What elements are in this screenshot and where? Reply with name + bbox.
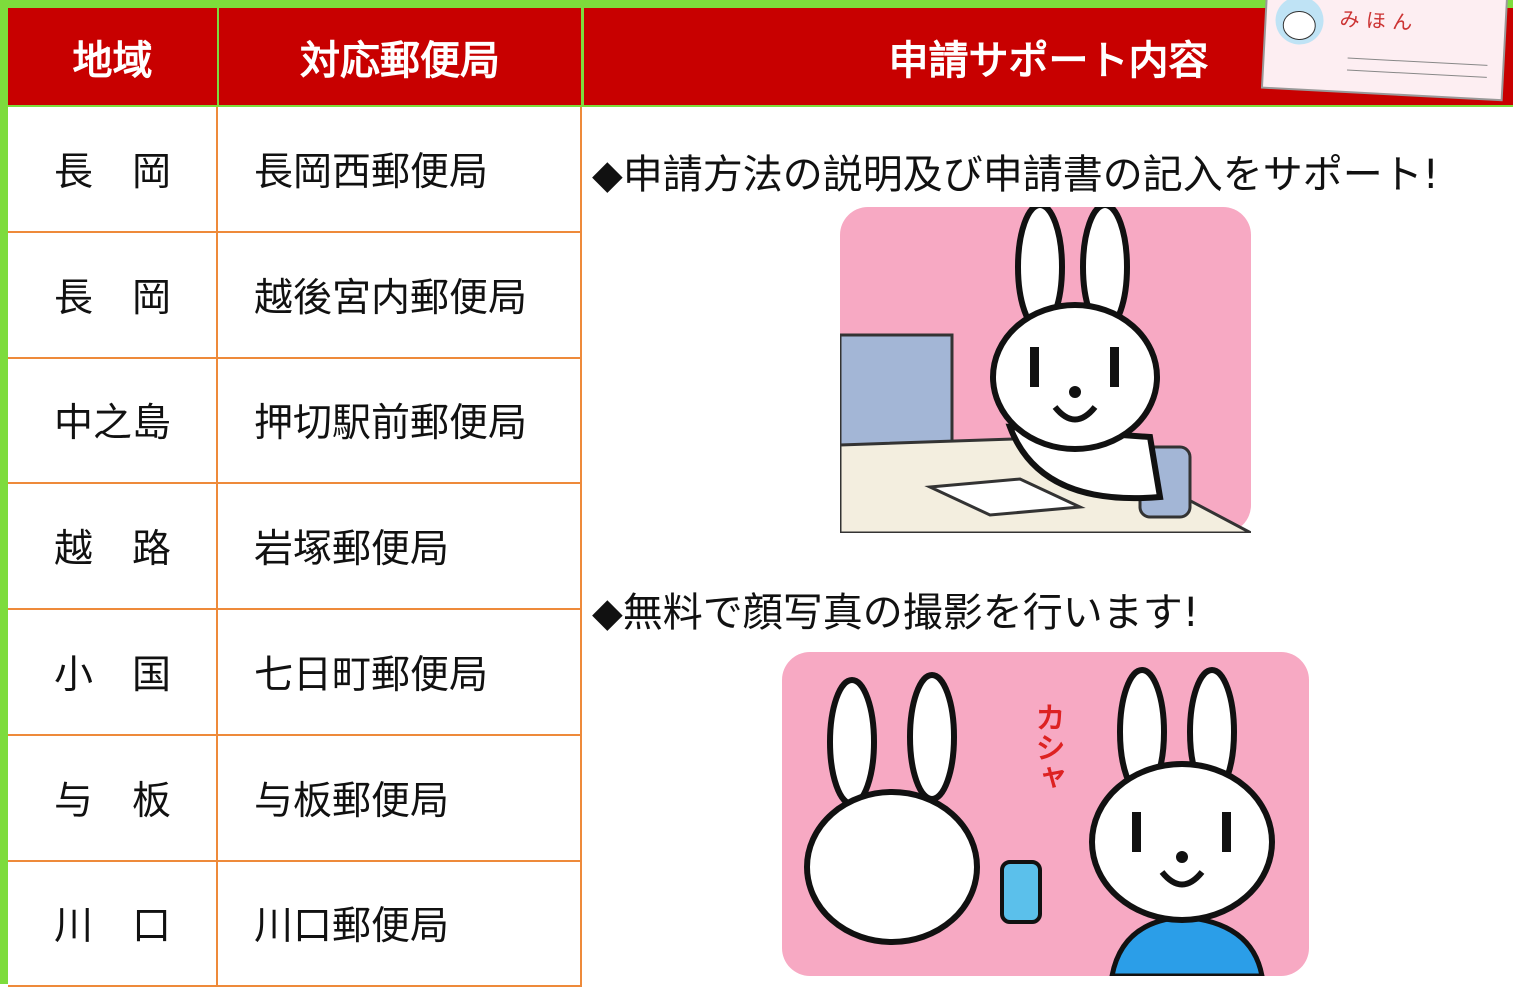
header-cell: 地域: [8, 8, 217, 105]
region-cell: 小 国: [8, 609, 218, 736]
sound-effect: カシャ: [1030, 702, 1065, 792]
sample-card: み ほ ん: [1260, 0, 1509, 102]
office-cell: 岩塚郵便局: [218, 484, 582, 611]
office-cell: 七日町郵便局: [218, 609, 582, 736]
region-cell: 越 路: [8, 484, 218, 611]
illustration-support: [840, 207, 1251, 533]
support-item: ◆申請方法の説明及び申請書の記入をサポート!: [592, 152, 1439, 198]
card-label: み ほ ん: [1339, 7, 1413, 35]
region-cell: 長 岡: [8, 232, 218, 359]
illustration-photo: カシャ: [782, 652, 1309, 976]
office-cell: 与板郵便局: [218, 735, 582, 862]
region-cell: 長 岡: [8, 107, 218, 233]
office-cell: 押切駅前郵便局: [218, 358, 582, 485]
office-cell: 長岡西郵便局: [218, 107, 582, 233]
support-item: ◆無料で顔写真の撮影を行います!: [592, 590, 1199, 636]
region-cell: 川 口: [8, 861, 218, 987]
region-cell: 与 板: [8, 735, 218, 862]
region-cell: 中之島: [8, 358, 218, 485]
office-cell: 越後宮内郵便局: [218, 232, 582, 359]
header-cell: 対応郵便局: [219, 8, 581, 105]
office-cell: 川口郵便局: [218, 861, 582, 987]
